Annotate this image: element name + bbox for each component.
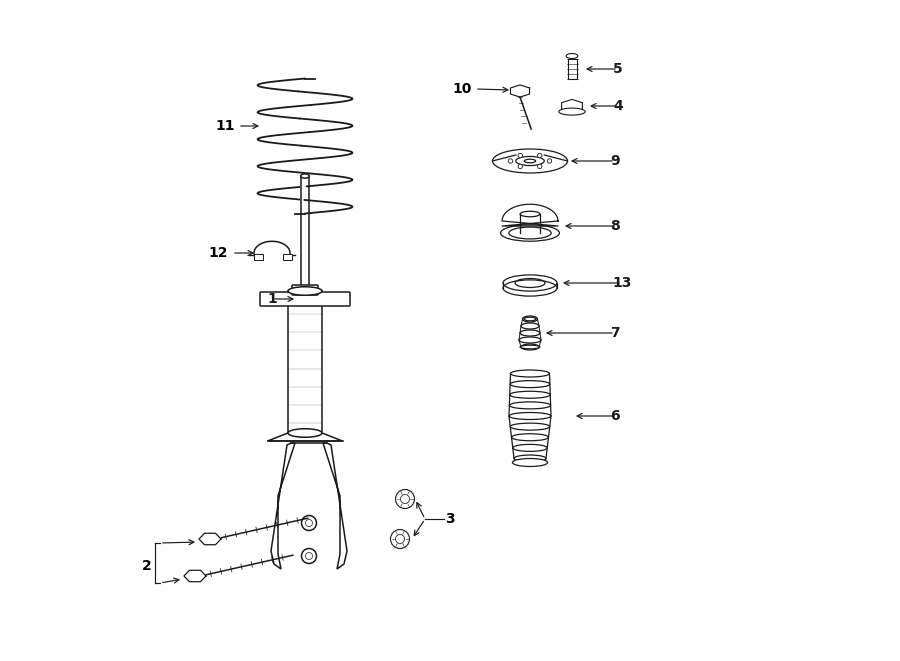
Ellipse shape: [288, 287, 322, 295]
Circle shape: [305, 553, 312, 559]
Text: 13: 13: [612, 276, 632, 290]
Circle shape: [400, 494, 410, 504]
Circle shape: [518, 164, 522, 169]
Text: 5: 5: [613, 62, 623, 76]
Text: 11: 11: [215, 119, 235, 133]
Polygon shape: [199, 533, 221, 545]
Polygon shape: [562, 99, 582, 112]
Text: 4: 4: [613, 99, 623, 113]
Text: 8: 8: [610, 219, 620, 233]
Text: 3: 3: [445, 512, 455, 526]
Bar: [254, 254, 263, 260]
Bar: [568, 59, 577, 79]
Text: 1: 1: [267, 292, 277, 306]
Ellipse shape: [301, 174, 310, 178]
Circle shape: [395, 535, 404, 543]
Text: 10: 10: [453, 82, 472, 96]
Circle shape: [508, 159, 513, 163]
Circle shape: [302, 549, 317, 563]
Text: 6: 6: [610, 409, 620, 423]
Text: 7: 7: [610, 326, 620, 340]
Circle shape: [305, 520, 312, 527]
Polygon shape: [510, 85, 529, 97]
Polygon shape: [323, 443, 347, 569]
Text: 12: 12: [209, 246, 228, 260]
Circle shape: [391, 529, 410, 549]
Circle shape: [547, 159, 552, 163]
Polygon shape: [267, 433, 343, 441]
Circle shape: [537, 153, 542, 158]
Text: 2: 2: [142, 559, 152, 573]
Bar: [301, 176, 310, 289]
FancyBboxPatch shape: [260, 292, 350, 306]
Bar: [283, 254, 292, 260]
FancyBboxPatch shape: [292, 285, 318, 295]
Ellipse shape: [559, 108, 585, 115]
Ellipse shape: [288, 429, 322, 437]
Bar: [288, 291, 322, 433]
Text: 9: 9: [610, 154, 620, 168]
Ellipse shape: [520, 345, 540, 349]
Circle shape: [518, 153, 522, 158]
Polygon shape: [271, 443, 295, 569]
Ellipse shape: [566, 54, 578, 59]
Polygon shape: [184, 570, 206, 582]
Circle shape: [537, 164, 542, 169]
Circle shape: [302, 516, 317, 531]
Bar: [300, 176, 310, 289]
Circle shape: [395, 490, 415, 508]
Ellipse shape: [524, 317, 536, 321]
Ellipse shape: [512, 459, 547, 467]
